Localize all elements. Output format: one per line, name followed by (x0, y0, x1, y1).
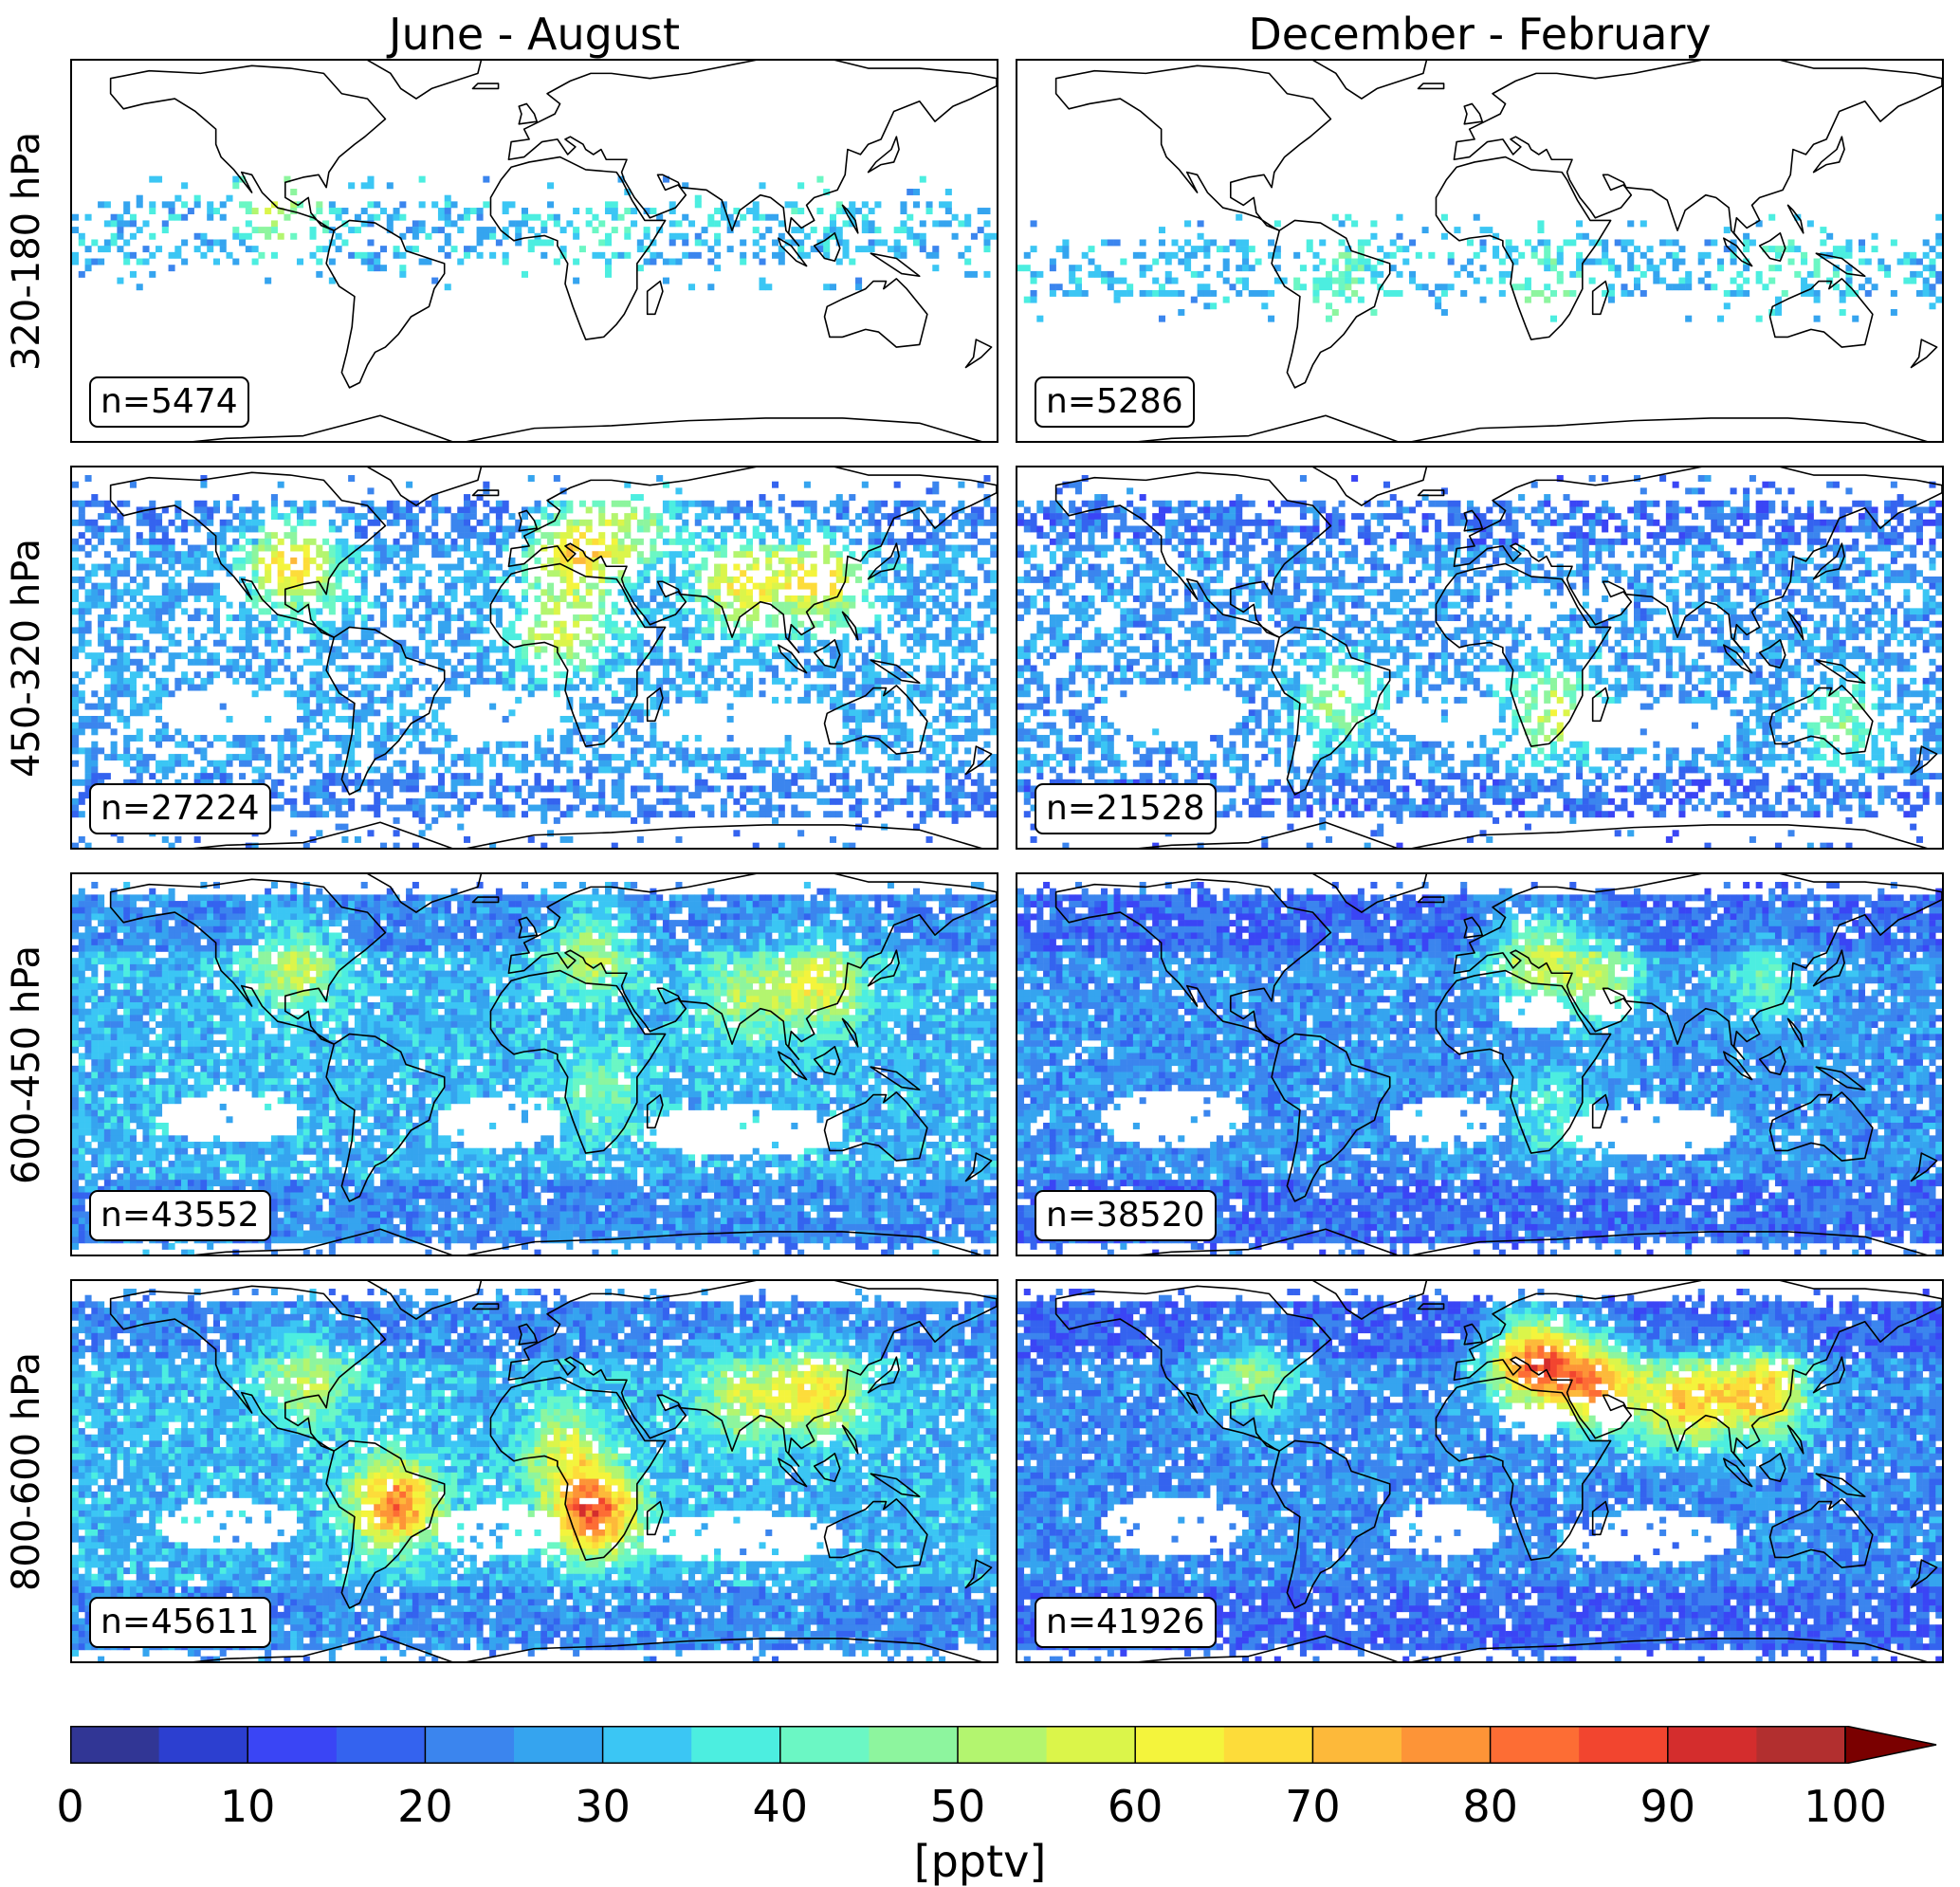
map-panel: n=38520 (1016, 872, 1944, 1256)
coastlines (72, 874, 997, 1255)
sample-count-badge: n=45611 (89, 1597, 271, 1648)
colorbar-segment (1223, 1726, 1313, 1764)
colorbar-segment (158, 1726, 248, 1764)
data-cells (72, 175, 997, 291)
colorbar-segment (1046, 1726, 1136, 1764)
colorbar-segment (247, 1726, 338, 1764)
colorbar-segment (1756, 1726, 1846, 1764)
colorbar-segment (691, 1726, 781, 1764)
map-heatmap (1017, 467, 1942, 848)
colorbar-tick-label: 0 (13, 1781, 127, 1832)
colorbar-extend-arrow (1844, 1726, 1937, 1764)
column-title-djf: December - February (1016, 8, 1944, 61)
colorbar-segment (70, 1726, 160, 1764)
data-cells (1017, 882, 1942, 1255)
colorbar-segment (869, 1726, 959, 1764)
coastlines (1017, 467, 1942, 848)
colorbar-tick-label: 90 (1611, 1781, 1725, 1832)
colorbar-tick-label: 30 (546, 1781, 660, 1832)
colorbar-segment (958, 1726, 1048, 1764)
colorbar-segment (1401, 1726, 1492, 1764)
colorbar-segment (1312, 1726, 1402, 1764)
coastlines (1017, 1281, 1942, 1661)
map-heatmap (1017, 1281, 1942, 1661)
colorbar-tick-label: 80 (1434, 1781, 1548, 1832)
colorbar-tick-label: 50 (901, 1781, 1015, 1832)
map-heatmap (72, 467, 997, 848)
map-heatmap (1017, 61, 1942, 441)
row-label-600-450: 600-450 hPa (0, 875, 53, 1255)
map-panel: n=45611 (70, 1279, 998, 1663)
row-label-800-600: 800-600 hPa (0, 1282, 53, 1661)
colorbar-segment (1579, 1726, 1669, 1764)
row-label-450-320: 450-320 hPa (0, 468, 53, 848)
coastlines (72, 467, 997, 848)
map-heatmap (1017, 874, 1942, 1255)
sample-count-badge: n=5286 (1035, 376, 1195, 428)
colorbar-segment (1667, 1726, 1757, 1764)
data-cells (1017, 213, 1942, 322)
sample-count-badge: n=38520 (1035, 1190, 1217, 1241)
sample-count-badge: n=27224 (89, 783, 271, 834)
colorbar-segment (425, 1726, 515, 1764)
coastlines (72, 1281, 997, 1661)
sample-count-badge: n=41926 (1035, 1597, 1217, 1648)
colorbar-tick-label: 100 (1788, 1781, 1902, 1832)
colorbar (70, 1726, 1937, 1764)
coastlines (1017, 874, 1942, 1255)
map-panel: n=5286 (1016, 59, 1944, 443)
map-heatmap (72, 1281, 997, 1661)
data-cells (1017, 475, 1942, 848)
colorbar-segment (514, 1726, 604, 1764)
colorbar-tick-label: 10 (191, 1781, 304, 1832)
coastlines (1017, 61, 1942, 441)
colorbar-segment (602, 1726, 692, 1764)
colorbar-segment (1135, 1726, 1225, 1764)
colorbar-segment (336, 1726, 426, 1764)
map-panel: n=5474 (70, 59, 998, 443)
map-panel: n=41926 (1016, 1279, 1944, 1663)
sample-count-badge: n=21528 (1035, 783, 1217, 834)
colorbar-tick-label: 40 (724, 1781, 837, 1832)
colorbar-unit-label: [pptv] (0, 1836, 1960, 1887)
column-title-jja: June - August (70, 8, 998, 61)
colorbar-segment (1490, 1726, 1580, 1764)
sample-count-badge: n=43552 (89, 1190, 271, 1241)
data-cells (72, 882, 997, 1255)
colorbar-segment (779, 1726, 870, 1764)
map-heatmap (72, 61, 997, 441)
row-label-320-180: 320-180 hPa (0, 62, 53, 441)
colorbar-tick-label: 20 (368, 1781, 482, 1832)
sample-count-badge: n=5474 (89, 376, 249, 428)
map-panel: n=27224 (70, 466, 998, 850)
map-panel: n=43552 (70, 872, 998, 1256)
map-heatmap (72, 874, 997, 1255)
coastlines (72, 61, 997, 441)
colorbar-tick-label: 60 (1078, 1781, 1192, 1832)
colorbar-tick-label: 70 (1255, 1781, 1369, 1832)
map-panel: n=21528 (1016, 466, 1944, 850)
